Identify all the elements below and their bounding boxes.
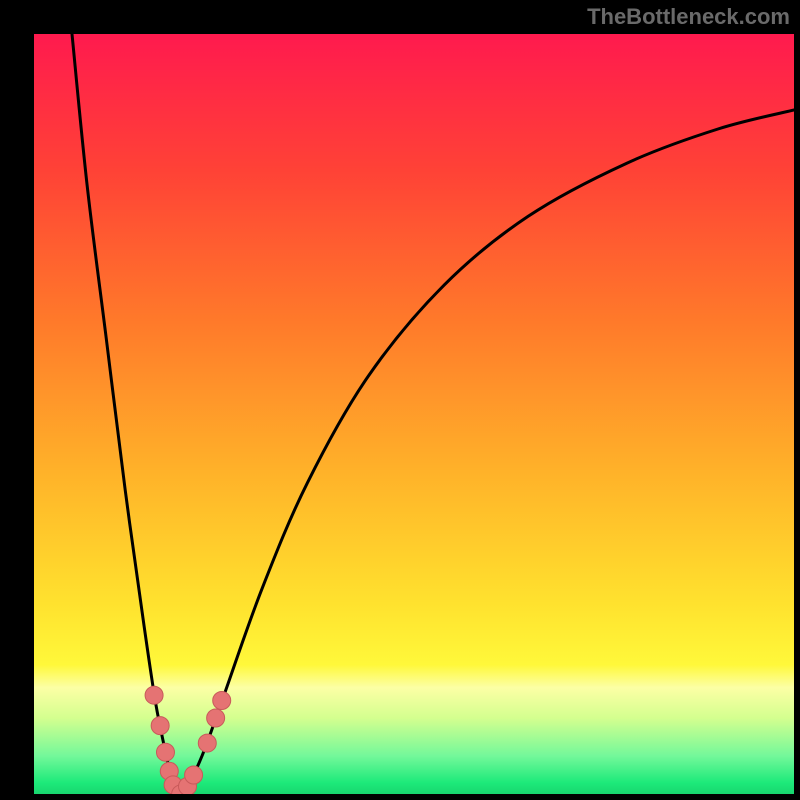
data-marker xyxy=(213,692,231,710)
chart-container: TheBottleneck.com xyxy=(0,0,800,800)
data-marker xyxy=(156,743,174,761)
data-marker xyxy=(207,709,225,727)
chart-svg xyxy=(34,34,794,794)
data-marker xyxy=(198,734,216,752)
watermark: TheBottleneck.com xyxy=(587,4,790,30)
plot-area xyxy=(34,34,794,794)
gradient-background xyxy=(34,34,794,794)
data-marker xyxy=(145,686,163,704)
data-marker xyxy=(185,766,203,784)
data-marker xyxy=(151,717,169,735)
